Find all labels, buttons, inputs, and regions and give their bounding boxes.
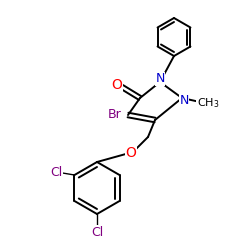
Text: Cl: Cl [91,226,103,238]
Text: O: O [112,78,122,92]
Text: O: O [126,146,136,160]
Text: N: N [179,94,189,106]
Text: CH$_3$: CH$_3$ [197,96,219,110]
Text: Br: Br [108,108,122,120]
Text: N: N [155,72,165,86]
Text: Cl: Cl [50,166,62,179]
